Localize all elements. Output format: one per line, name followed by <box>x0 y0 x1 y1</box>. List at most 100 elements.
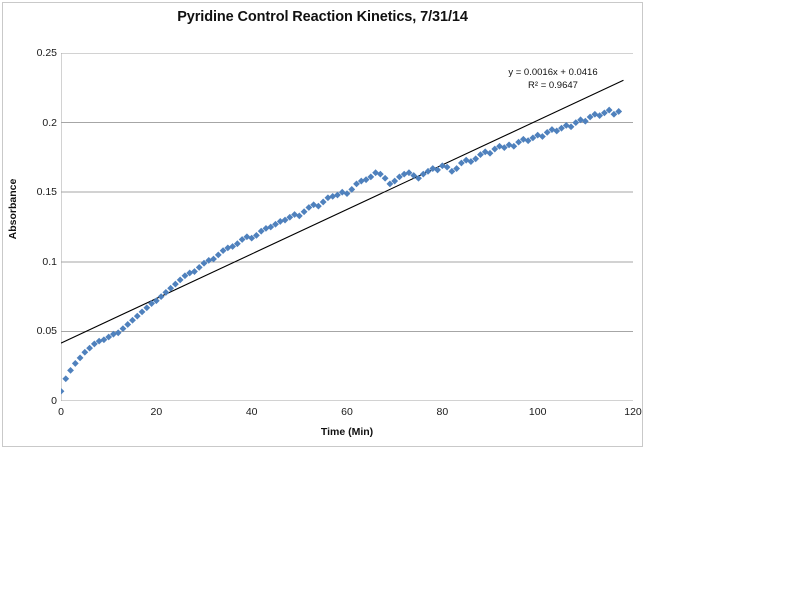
trendline <box>61 79 624 344</box>
data-point-marker <box>510 142 518 150</box>
data-point-marker <box>362 176 370 184</box>
data-point-marker <box>157 293 165 300</box>
data-point-marker <box>119 325 127 333</box>
data-point-marker <box>405 169 413 177</box>
data-point-marker <box>424 167 432 175</box>
y-axis-tick-label: 0.1 <box>42 255 57 268</box>
data-point-marker <box>581 117 589 125</box>
data-point-marker <box>477 151 484 159</box>
data-point-marker <box>143 304 151 312</box>
y-axis-tick-label: 0.2 <box>42 116 57 129</box>
data-point-marker <box>214 251 222 259</box>
data-point-marker <box>224 244 232 252</box>
data-point-marker <box>448 167 456 175</box>
data-point-marker <box>324 194 332 202</box>
data-point-marker <box>348 186 356 193</box>
data-point-marker <box>486 149 494 157</box>
data-point-marker <box>148 300 155 307</box>
data-point-marker <box>300 208 308 216</box>
data-point-marker <box>543 128 551 136</box>
data-point-marker <box>90 340 98 348</box>
data-point-marker <box>586 113 594 121</box>
data-point-marker <box>305 204 313 211</box>
data-point-marker <box>243 233 251 241</box>
data-point-marker <box>472 155 480 163</box>
data-point-marker <box>253 231 260 239</box>
data-point-marker <box>176 276 184 284</box>
data-point-marker <box>195 263 203 271</box>
data-point-marker <box>191 268 198 275</box>
plot-svg <box>61 53 633 401</box>
data-point-marker <box>529 134 537 142</box>
data-point-marker <box>105 333 113 341</box>
y-axis-tick-label: 0.15 <box>36 186 57 199</box>
x-axis-tick-label: 40 <box>245 406 258 418</box>
data-point-marker <box>367 173 375 181</box>
y-axis-tick-label: 0.25 <box>36 47 57 59</box>
data-point-marker <box>558 124 565 132</box>
data-point-marker <box>391 177 399 185</box>
data-point-marker <box>419 170 427 178</box>
y-axis-tick-label: 0.05 <box>36 325 57 338</box>
data-point-marker <box>181 272 189 280</box>
data-point-marker <box>386 180 394 188</box>
x-axis-tick-label: 20 <box>150 406 163 418</box>
data-point-marker <box>110 330 117 338</box>
data-point-marker <box>86 344 93 352</box>
data-point-marker <box>596 112 604 120</box>
data-point-marker <box>219 247 227 255</box>
x-axis-title: Time (Min) <box>320 426 374 438</box>
data-point-marker <box>281 216 289 224</box>
data-point-marker <box>200 259 208 267</box>
chart-frame: Pyridine Control Reaction Kinetics, 7/31… <box>2 2 643 447</box>
data-point-marker <box>238 236 246 243</box>
data-point-marker <box>162 289 170 296</box>
data-point-marker <box>453 165 461 172</box>
data-point-marker <box>491 145 499 153</box>
data-point-marker <box>319 198 327 206</box>
data-point-marker <box>100 336 108 344</box>
data-point-marker <box>353 180 360 188</box>
data-point-marker <box>61 387 65 395</box>
data-point-marker <box>257 227 265 235</box>
data-point-marker <box>81 348 89 356</box>
data-point-marker <box>71 360 79 367</box>
data-point-marker <box>138 308 146 316</box>
data-point-marker <box>519 135 527 143</box>
data-point-marker <box>133 312 141 320</box>
data-point-marker <box>186 269 194 277</box>
data-point-marker <box>500 144 508 152</box>
data-point-marker <box>152 297 160 305</box>
plot-area <box>61 53 633 401</box>
data-point-marker <box>524 137 532 145</box>
data-point-marker <box>229 243 236 250</box>
data-point-marker <box>267 223 275 231</box>
data-point-marker <box>129 316 136 324</box>
data-point-marker <box>124 321 132 328</box>
x-axis-tick-label: 120 <box>624 406 642 418</box>
data-point-marker <box>62 375 70 383</box>
data-point-marker <box>396 173 403 181</box>
data-point-marker <box>610 110 618 118</box>
data-point-marker <box>295 212 303 220</box>
data-point-marker <box>315 202 322 210</box>
data-point-marker <box>172 280 179 288</box>
data-point-marker <box>567 123 575 131</box>
data-point-marker <box>381 174 389 182</box>
data-point-marker <box>434 166 441 174</box>
data-series-absorbance <box>61 106 623 395</box>
x-axis-tick-labels: 0 20 40 60 80 100 120 <box>58 406 642 422</box>
data-point-marker <box>572 119 580 126</box>
data-point-marker <box>562 121 570 129</box>
y-axis-tick-label: 0 <box>51 395 57 407</box>
data-point-marker <box>410 172 418 179</box>
data-point-marker <box>114 329 122 337</box>
data-point-marker <box>210 255 217 263</box>
data-point-marker <box>76 354 84 362</box>
x-axis-tick-label: 0 <box>58 406 64 418</box>
x-axis-tick-label: 80 <box>436 406 449 418</box>
data-point-marker <box>233 240 241 248</box>
trendline-annotation: y = 0.0016x + 0.0416 R² = 0.9647 <box>483 67 623 93</box>
data-point-marker <box>467 158 475 165</box>
data-point-marker <box>248 234 256 242</box>
